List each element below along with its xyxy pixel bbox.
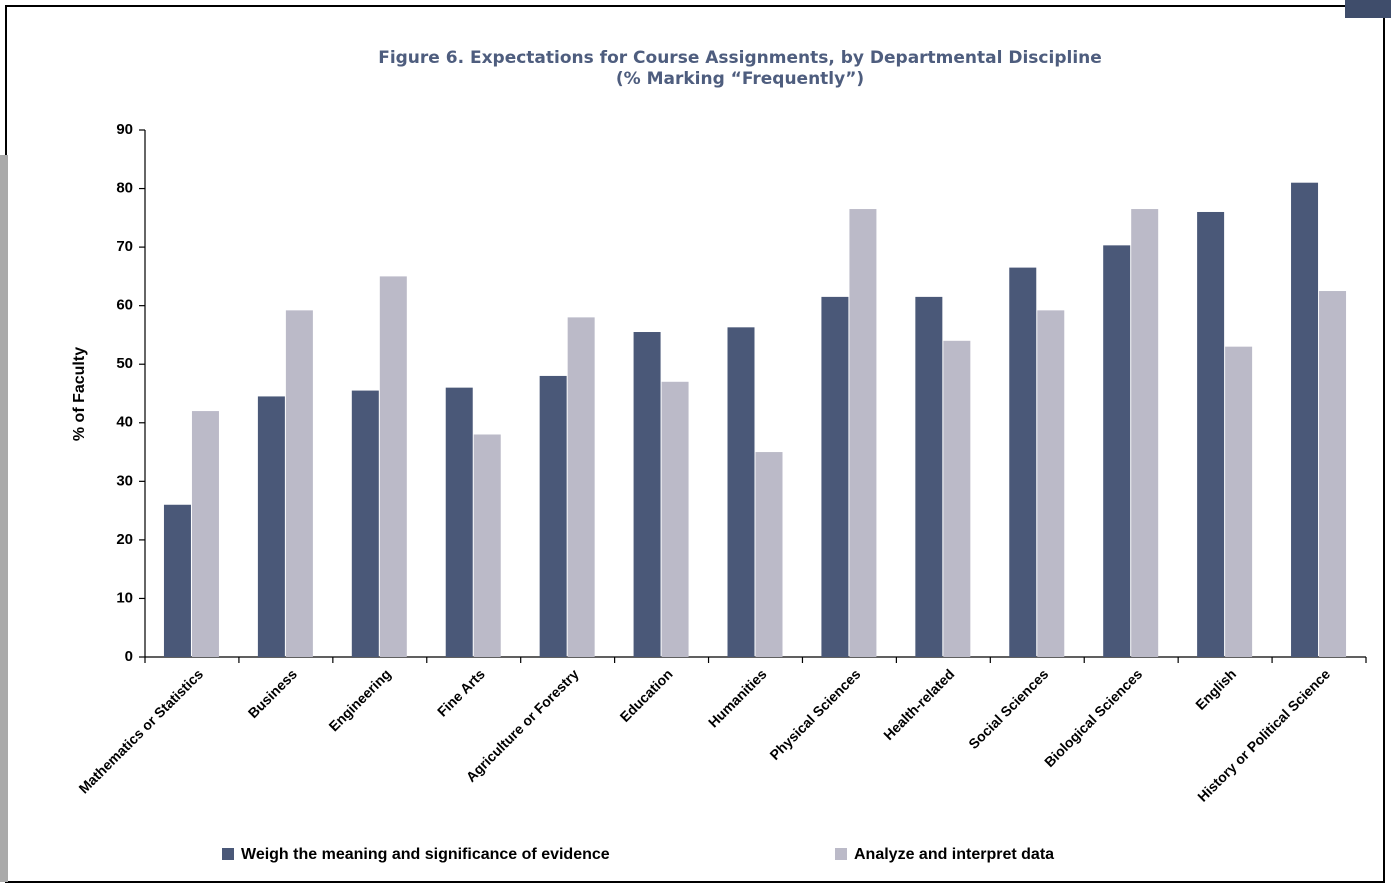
x-tick-label: Humanities	[705, 666, 770, 731]
chart-title: Figure 6. Expectations for Course Assign…	[378, 48, 1102, 68]
bar	[163, 504, 191, 657]
bar	[661, 381, 689, 657]
bar	[1103, 245, 1131, 658]
bar	[755, 452, 783, 657]
y-tick-label: 10	[116, 589, 133, 606]
bar	[821, 296, 849, 657]
x-tick-label: Health-related	[880, 666, 957, 743]
x-tick-label: Biological Sciences	[1041, 666, 1145, 770]
x-tick-label: Physical Sciences	[766, 666, 863, 763]
corner-block	[1345, 0, 1391, 18]
legend-swatch	[222, 848, 234, 860]
bar	[191, 411, 219, 657]
bar	[257, 396, 285, 657]
chart-subtitle: (% Marking “Frequently”)	[616, 69, 864, 89]
side-bar	[0, 155, 8, 882]
bar	[633, 332, 661, 657]
x-tick-label: Education	[617, 666, 676, 725]
y-tick-label: 0	[125, 648, 133, 665]
bar	[727, 327, 755, 657]
bar	[351, 390, 379, 657]
x-tick-label: Fine Arts	[434, 666, 488, 720]
bar	[1291, 182, 1319, 657]
y-tick-label: 40	[116, 414, 133, 431]
y-tick-label: 90	[116, 121, 133, 138]
bar	[567, 317, 595, 657]
bar	[849, 209, 877, 658]
x-tick-label: Engineering	[325, 666, 394, 735]
legend-swatch	[835, 848, 847, 860]
x-tick-label: Business	[245, 666, 300, 721]
bar	[943, 340, 971, 657]
bar	[285, 310, 313, 657]
bar	[1131, 209, 1159, 658]
y-tick-label: 30	[116, 472, 133, 489]
legend-label: Analyze and interpret data	[854, 846, 1054, 863]
x-tick-label: English	[1192, 666, 1239, 713]
bar	[379, 276, 407, 657]
y-tick-label: 80	[116, 180, 133, 197]
legend-label: Weigh the meaning and significance of ev…	[241, 846, 610, 863]
y-tick-label: 50	[116, 355, 133, 372]
y-axis-label: % of Faculty	[71, 347, 88, 441]
y-tick-label: 70	[116, 238, 133, 255]
bar	[539, 375, 567, 657]
bar	[473, 434, 501, 657]
y-tick-label: 20	[116, 531, 133, 548]
bar	[1225, 346, 1253, 657]
bar	[1197, 211, 1225, 657]
bar	[1037, 310, 1065, 657]
y-tick-label: 60	[116, 297, 133, 314]
bar	[445, 387, 473, 657]
bar	[915, 296, 943, 657]
x-tick-label: Mathematics or Statistics	[75, 666, 206, 797]
bar	[1319, 291, 1347, 657]
bar	[1009, 267, 1037, 657]
x-tick-label: Social Sciences	[965, 666, 1051, 752]
